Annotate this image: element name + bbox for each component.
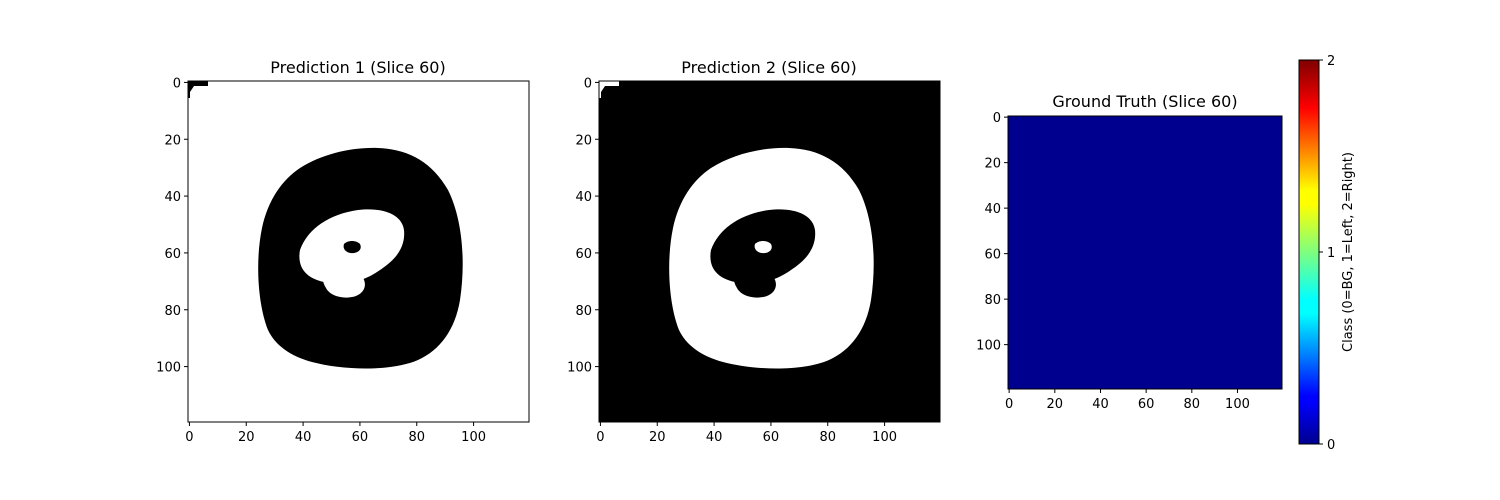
y-tick-label: 40 [164, 190, 181, 205]
x-tick-label: 100 [461, 430, 486, 445]
y-tick-label: 20 [164, 133, 181, 148]
x-tick-label: 60 [763, 430, 780, 445]
y-tick-label: 40 [575, 190, 592, 205]
panel-2-title: Prediction 2 (Slice 60) [681, 58, 856, 77]
x-tick-label: 80 [819, 430, 836, 445]
panel-3-y-axis: 0 20 40 60 80 100 [976, 111, 1008, 354]
y-tick-label: 80 [575, 304, 592, 319]
panel-3-title: Ground Truth (Slice 60) [1052, 92, 1237, 111]
x-tick-label: 20 [1047, 397, 1064, 412]
x-tick-label: 100 [872, 430, 897, 445]
y-tick-label: 20 [984, 157, 1001, 172]
y-tick-label: 0 [584, 76, 592, 91]
panel-2-y-axis: 0 20 40 60 80 100 [567, 76, 599, 376]
colorbar-tick-label: 1 [1327, 246, 1335, 261]
y-tick-label: 20 [575, 133, 592, 148]
panel-1-y-axis: 0 20 40 60 80 100 [156, 76, 188, 376]
y-tick-label: 100 [567, 361, 592, 376]
y-tick-label: 40 [984, 202, 1001, 217]
panel-2-frame [598, 80, 941, 423]
x-tick-label: 80 [1184, 397, 1201, 412]
panel-2-x-axis: 0 20 40 60 80 100 [596, 422, 897, 445]
y-tick-label: 100 [976, 339, 1001, 354]
x-tick-label: 60 [1138, 397, 1155, 412]
y-tick-label: 100 [156, 361, 181, 376]
x-tick-label: 20 [238, 430, 255, 445]
x-tick-label: 40 [295, 430, 312, 445]
panel-1-corner-artifact [188, 81, 208, 98]
x-tick-label: 40 [706, 430, 723, 445]
colorbar-tick-label: 0 [1327, 438, 1335, 453]
panel-3-x-axis: 0 20 40 60 80 100 [1005, 389, 1250, 412]
panel-3-frame [1007, 115, 1283, 390]
y-tick-label: 80 [164, 304, 181, 319]
panel-1-title: Prediction 1 (Slice 60) [270, 58, 445, 77]
y-tick-label: 60 [575, 247, 592, 262]
x-tick-label: 60 [352, 430, 369, 445]
panel-3-image [1007, 115, 1283, 390]
panel-1-image [187, 80, 530, 423]
y-tick-label: 0 [993, 111, 1001, 126]
colorbar: 0 1 2 Class (0=BG, 1=Left, 2=Right) [1298, 54, 1356, 453]
y-tick-label: 60 [984, 248, 1001, 263]
x-tick-label: 80 [408, 430, 425, 445]
colorbar-gradient [1299, 60, 1319, 444]
x-tick-label: 0 [185, 430, 193, 445]
panel-prediction-1: Prediction 1 (Slice 60) 0 20 40 60 80 100 0 20… [156, 58, 530, 445]
y-tick-label: 60 [164, 247, 181, 262]
y-tick-label: 80 [984, 293, 1001, 308]
panel-1-x-axis: 0 20 40 60 80 100 [185, 422, 486, 445]
y-tick-label: 0 [173, 76, 181, 91]
panel-2-corner-artifact [599, 81, 619, 98]
panel-2-image [598, 80, 941, 423]
colorbar-tick-label: 2 [1327, 54, 1335, 69]
x-tick-label: 100 [1225, 397, 1250, 412]
x-tick-label: 0 [596, 430, 604, 445]
x-tick-label: 40 [1092, 397, 1109, 412]
x-tick-label: 20 [649, 430, 666, 445]
x-tick-label: 0 [1005, 397, 1013, 412]
colorbar-ticks: 0 1 2 [1319, 54, 1335, 453]
panel-1-frame [187, 80, 530, 423]
ground-truth-fill [1008, 116, 1282, 389]
panel-ground-truth: Ground Truth (Slice 60) 0 20 40 60 80 100 0 20… [976, 92, 1283, 412]
colorbar-label: Class (0=BG, 1=Left, 2=Right) [1341, 152, 1356, 352]
panel-prediction-2: Prediction 2 (Slice 60) 0 20 40 60 80 100 0 20… [567, 58, 941, 445]
